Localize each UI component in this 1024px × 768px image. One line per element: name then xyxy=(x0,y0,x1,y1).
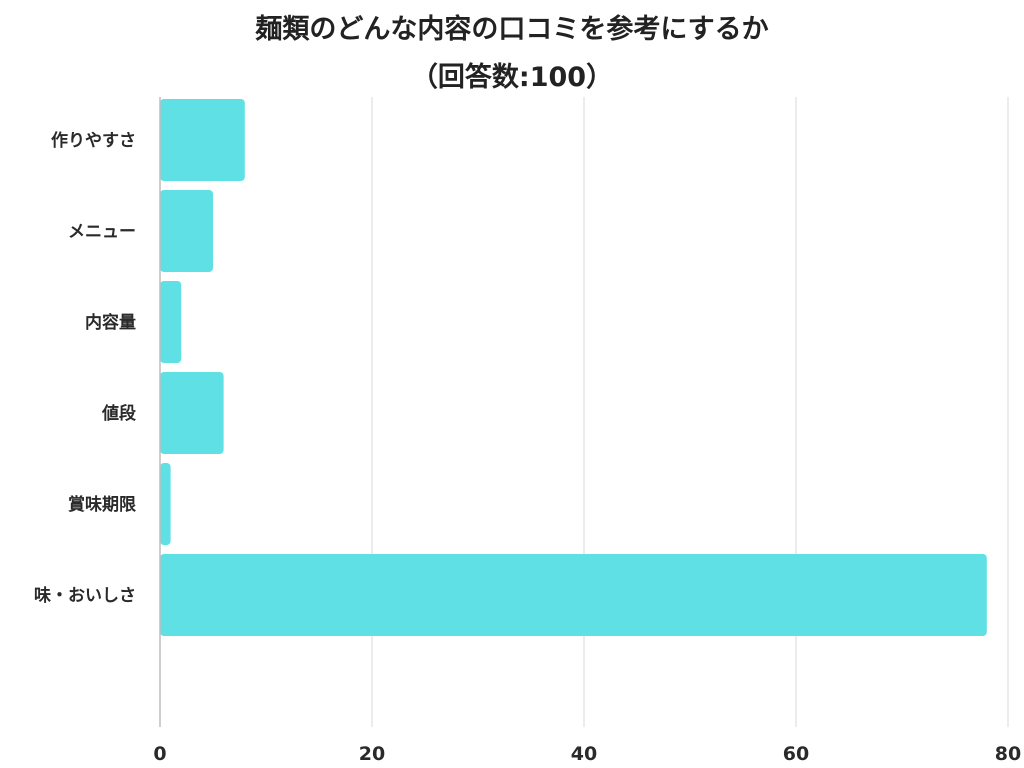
x-tick-label-60: 60 xyxy=(783,743,809,765)
x-tick-label-80: 80 xyxy=(995,743,1021,765)
chart-subtitle: （回答数:100） xyxy=(411,61,613,93)
bar-1 xyxy=(160,190,213,272)
x-tick-label-20: 20 xyxy=(359,743,385,765)
bar-5 xyxy=(160,554,987,636)
category-label-3: 値段 xyxy=(101,403,136,424)
bars xyxy=(160,99,987,636)
x-tick-label-0: 0 xyxy=(153,743,166,765)
tick-labels: 0 20 40 60 80 xyxy=(153,743,1021,765)
category-label-1: メニュー xyxy=(68,222,136,242)
category-label-0: 作りやすさ xyxy=(51,130,136,151)
category-label-2: 内容量 xyxy=(85,312,136,333)
x-tick-label-40: 40 xyxy=(571,743,597,765)
bar-3 xyxy=(160,372,224,454)
chart-title: 麺類のどんな内容の口コミを参考にするか xyxy=(254,13,768,45)
category-label-4: 賞味期限 xyxy=(68,494,136,515)
category-label-5: 味・おいしさ xyxy=(34,585,136,606)
bar-0 xyxy=(160,99,245,181)
bar-2 xyxy=(160,281,182,363)
bar-4 xyxy=(160,463,171,545)
